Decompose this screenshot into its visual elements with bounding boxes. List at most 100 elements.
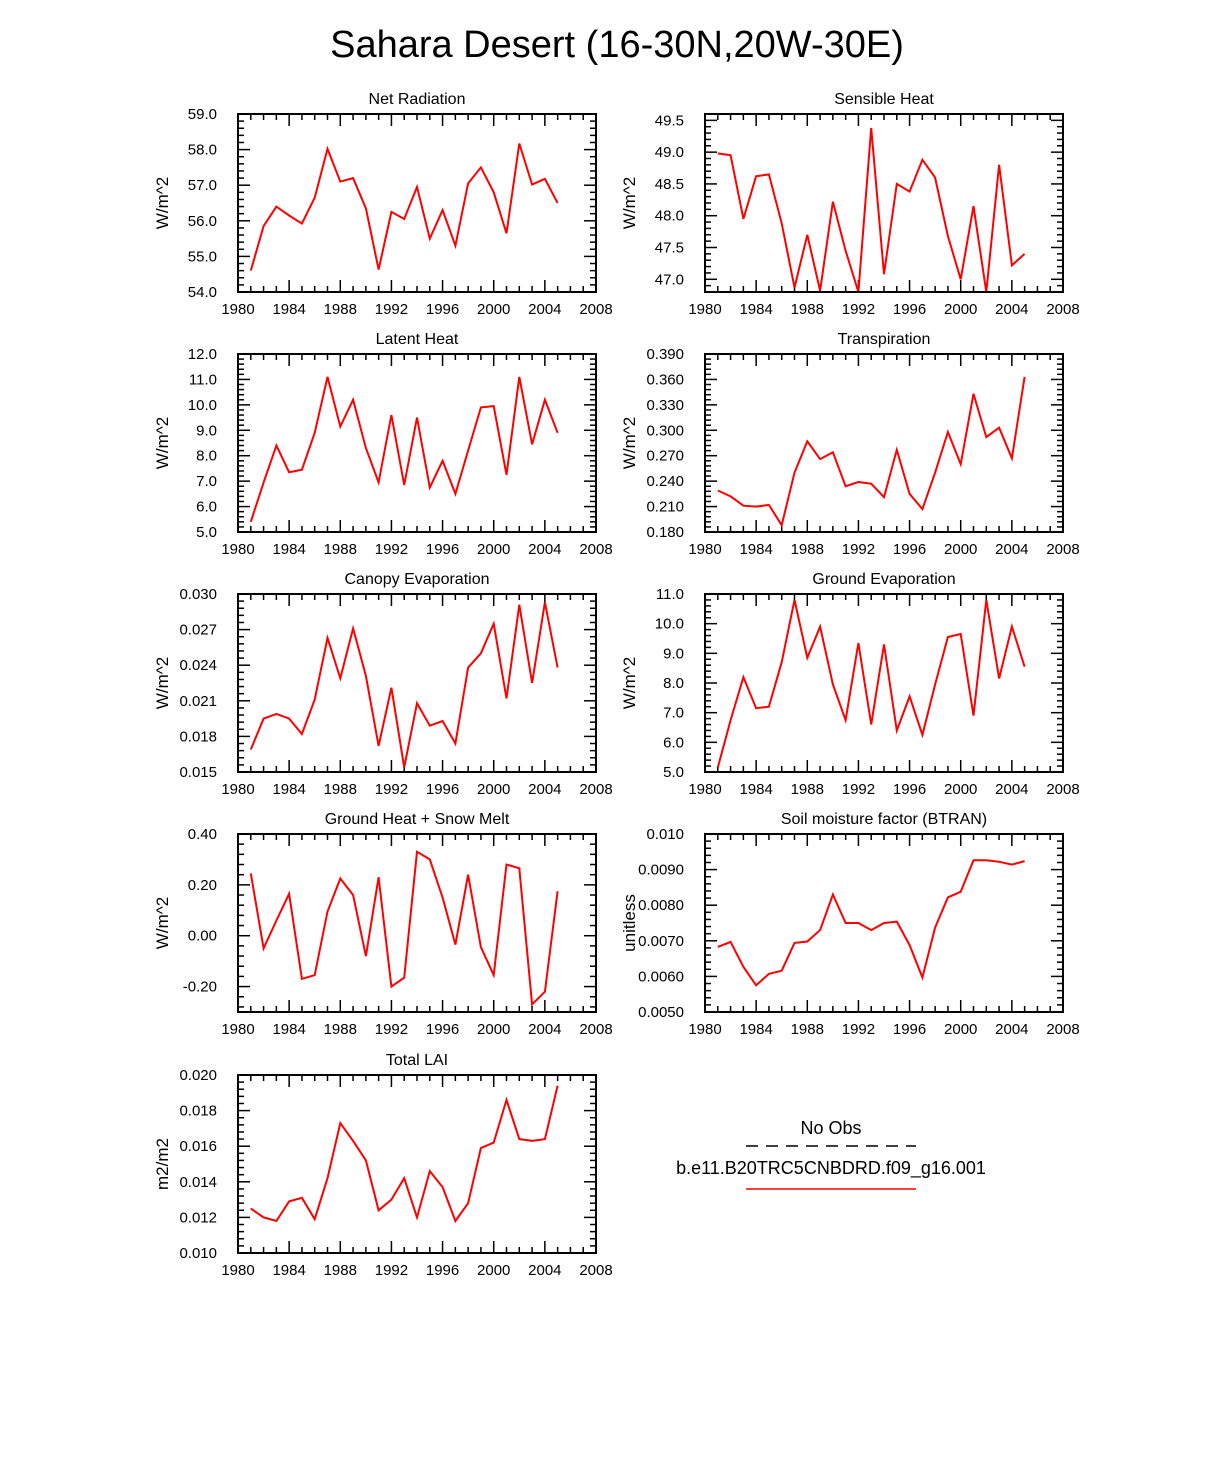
- y-tick-label: 0.0050: [638, 1004, 684, 1021]
- y-tick-label: 7.0: [663, 705, 684, 722]
- series-line: [717, 859, 1025, 987]
- panel-latent-heat: Latent Heat W/m^2 1980 1984 1988 1992 1996 2000…: [153, 331, 613, 558]
- series-line: [716, 599, 1026, 768]
- x-tick-label: 1988: [791, 1021, 824, 1038]
- y-tick-label: 0.030: [179, 586, 217, 603]
- x-tick-label: 1980: [221, 1021, 254, 1038]
- x-tick-label: 1984: [272, 781, 305, 798]
- x-tick-label: 2000: [477, 1262, 510, 1279]
- x-tick-label: 1980: [688, 541, 721, 558]
- x-tick-label: 2004: [995, 781, 1028, 798]
- y-tick-label: 0.270: [646, 448, 684, 465]
- x-tick-label: 1980: [688, 301, 721, 318]
- x-tick-label: 1992: [375, 541, 408, 558]
- panel-canopy-evaporation: Canopy Evaporation W/m^2 1980 1984 1988 1992 1…: [153, 571, 613, 798]
- y-tick-label: 9.0: [663, 645, 684, 662]
- series-line: [717, 376, 1026, 528]
- y-tick-label: 0.010: [179, 1245, 217, 1262]
- y-axis-label: W/m^2: [620, 177, 639, 229]
- plot-frame: [237, 833, 597, 1013]
- x-tick-label: 2004: [528, 1262, 561, 1279]
- x-tick-label: 1988: [324, 781, 357, 798]
- y-tick-label: 54.0: [188, 284, 217, 301]
- x-tick-label: 1984: [739, 781, 772, 798]
- y-tick-label: 0.010: [646, 826, 684, 843]
- x-tick-label: 1992: [842, 781, 875, 798]
- panel-total-lai: Total LAI m2/m2 1980 1984 1988 1992 1996 2000 20…: [153, 1052, 613, 1279]
- panel-title: Sensible Heat: [834, 91, 934, 108]
- x-tick-label: 1980: [221, 301, 254, 318]
- y-axis-label: W/m^2: [153, 177, 172, 229]
- x-tick-label: 2008: [579, 541, 612, 558]
- y-tick-label: 0.330: [646, 397, 684, 414]
- series-line: [249, 376, 559, 523]
- y-tick-label: 0.020: [179, 1067, 217, 1084]
- panel-title: Total LAI: [386, 1052, 448, 1069]
- x-tick-label: 1992: [842, 1021, 875, 1038]
- x-tick-label: 1984: [739, 301, 772, 318]
- y-tick-label: 0.0090: [638, 862, 684, 879]
- y-tick-label: 8.0: [196, 448, 217, 465]
- y-tick-label: 11.0: [656, 586, 684, 603]
- panel-title: Soil moisture factor (BTRAN): [781, 811, 987, 828]
- x-tick-label: 2008: [579, 781, 612, 798]
- x-tick-label: 2000: [944, 541, 977, 558]
- y-tick-label: 47.0: [655, 271, 684, 288]
- series-line: [249, 850, 559, 1007]
- x-tick-label: 1980: [221, 541, 254, 558]
- y-tick-label: 0.0080: [638, 897, 684, 914]
- y-tick-label: 0.027: [179, 622, 217, 639]
- legend-obs-label: No Obs: [800, 1118, 861, 1138]
- x-tick-label: 2000: [944, 781, 977, 798]
- legend-model-label: b.e11.B20TRC5CNBDRD.f09_g16.001: [676, 1158, 986, 1179]
- plot-frame: [704, 353, 1064, 533]
- series-line: [249, 602, 559, 768]
- panel-title: Ground Heat + Snow Melt: [325, 811, 510, 828]
- y-tick-label: 10.0: [655, 616, 684, 633]
- x-tick-label: 2000: [477, 1021, 510, 1038]
- x-tick-label: 1988: [791, 301, 824, 318]
- x-tick-label: 1980: [688, 781, 721, 798]
- x-tick-label: 1984: [272, 1021, 305, 1038]
- panel-net-radiation: Net Radiation W/m^2 1980 1984 1988 1992 1996 20…: [153, 91, 613, 318]
- x-tick-label: 1996: [426, 1262, 459, 1279]
- panel-sensible-heat: Sensible Heat W/m^2 1980 1984 1988 1992 1996 20…: [620, 91, 1080, 318]
- panel-soil-moisture-factor-btran-: Soil moisture factor (BTRAN) unitless 1980…: [620, 811, 1080, 1038]
- y-tick-label: 0.0060: [638, 968, 684, 985]
- x-tick-label: 2004: [528, 781, 561, 798]
- legend: No Obs b.e11.B20TRC5CNBDRD.f09_g16.001: [676, 1118, 986, 1190]
- x-tick-label: 1992: [375, 1262, 408, 1279]
- x-tick-label: 2004: [528, 1021, 561, 1038]
- series-line: [249, 143, 559, 271]
- x-tick-label: 1996: [893, 541, 926, 558]
- y-tick-label: 0.210: [646, 499, 684, 516]
- plot-frame: [237, 1074, 597, 1254]
- y-tick-label: 57.0: [188, 177, 217, 194]
- y-tick-label: 0.00: [188, 928, 217, 945]
- x-tick-label: 1984: [739, 541, 772, 558]
- y-tick-label: 7.0: [196, 473, 217, 490]
- x-tick-label: 1996: [893, 781, 926, 798]
- x-tick-label: 2004: [528, 541, 561, 558]
- x-tick-label: 1984: [272, 541, 305, 558]
- panel-transpiration: Transpiration W/m^2 1980 1984 1988 1992 1996 20…: [620, 331, 1080, 558]
- x-tick-label: 1980: [221, 1262, 254, 1279]
- y-tick-label: 0.015: [179, 764, 217, 781]
- plot-frame: [704, 593, 1064, 773]
- y-tick-label: 0.018: [179, 1103, 217, 1120]
- y-tick-label: 48.0: [655, 208, 684, 225]
- y-tick-label: 11.0: [189, 371, 217, 388]
- y-axis-label: W/m^2: [153, 657, 172, 709]
- x-tick-label: 2008: [1046, 301, 1079, 318]
- plot-frame: [237, 113, 597, 293]
- y-tick-label: -0.20: [183, 979, 217, 996]
- x-tick-label: 1984: [272, 1262, 305, 1279]
- x-tick-label: 2004: [995, 301, 1028, 318]
- x-tick-label: 1980: [221, 781, 254, 798]
- x-tick-label: 1996: [426, 541, 459, 558]
- y-tick-label: 0.20: [188, 877, 217, 894]
- x-tick-label: 2004: [995, 1021, 1028, 1038]
- x-tick-label: 1988: [791, 541, 824, 558]
- y-tick-label: 6.0: [196, 499, 217, 516]
